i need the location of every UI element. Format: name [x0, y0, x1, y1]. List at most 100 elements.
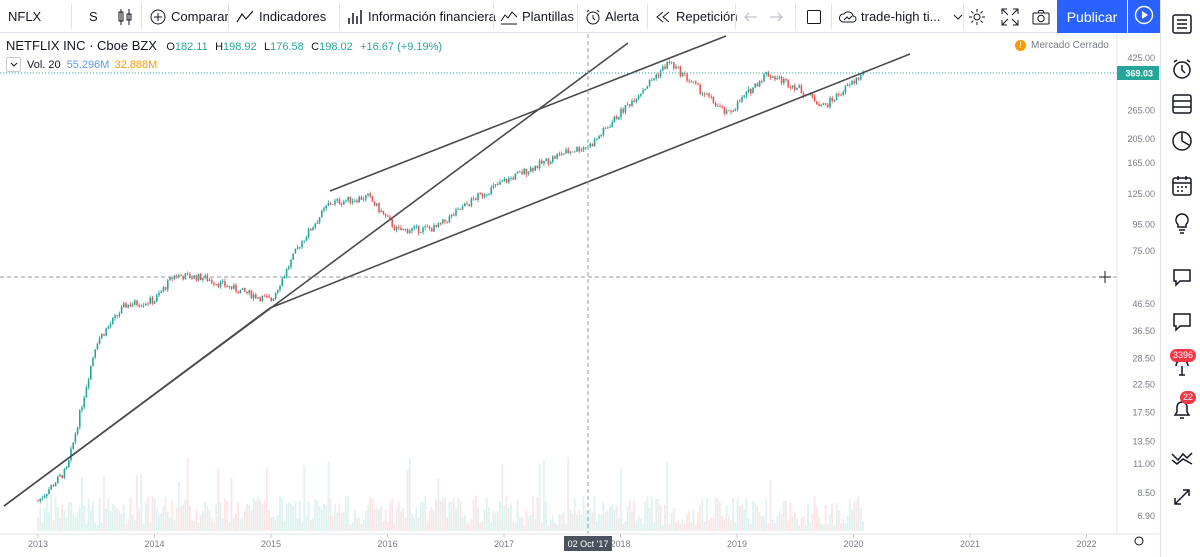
- chevron-down-icon: [953, 14, 963, 20]
- volume-bar: [186, 457, 189, 531]
- layout-selector-button[interactable]: trade-high ti...: [839, 0, 963, 33]
- volume-bar: [254, 501, 257, 531]
- volume-bar: [532, 495, 534, 531]
- candle-body: [244, 287, 246, 292]
- candle-body: [772, 76, 774, 78]
- candle-body: [246, 291, 248, 294]
- calendar-button[interactable]: [1171, 175, 1193, 197]
- candle-body: [789, 86, 792, 88]
- indicators-button[interactable]: Indicadores: [236, 0, 326, 33]
- candle-body: [714, 102, 717, 107]
- volume-bar: [650, 496, 653, 531]
- play-button[interactable]: [1128, 0, 1160, 33]
- undo-button[interactable]: [744, 0, 758, 33]
- volume-bar: [809, 523, 812, 531]
- data-window-button[interactable]: [1171, 93, 1193, 115]
- volume-bar: [118, 509, 121, 531]
- hotlist-button[interactable]: [1171, 130, 1193, 152]
- symbol-search-button[interactable]: NFLX: [8, 0, 41, 33]
- volume-bar: [290, 503, 292, 531]
- volume-bar: [738, 506, 741, 531]
- volume-bar: [840, 523, 842, 531]
- candle-body: [675, 66, 677, 69]
- candle-body: [294, 249, 297, 254]
- compare-button[interactable]: Comparar: [150, 0, 229, 33]
- alert-button[interactable]: Alerta: [585, 0, 639, 33]
- templates-button[interactable]: Plantillas: [500, 0, 574, 33]
- volume-bar: [417, 517, 420, 531]
- volume-bar: [155, 507, 158, 531]
- time-tick-label: 2016: [377, 539, 397, 549]
- candle-body: [101, 333, 103, 339]
- volume-bar: [391, 498, 394, 531]
- fullscreen-button[interactable]: [1001, 0, 1019, 33]
- candle-body: [725, 110, 728, 114]
- hotlist-icon: [1172, 131, 1192, 151]
- volume-bar: [94, 522, 97, 531]
- volume-bar: [472, 500, 475, 531]
- volume-bar: [558, 514, 561, 531]
- chats-button[interactable]: [1171, 266, 1193, 288]
- dom-button[interactable]: [1171, 486, 1193, 508]
- candle-body: [169, 277, 171, 281]
- snapshot-button[interactable]: [1032, 0, 1050, 33]
- volume-value-1: 55.296M: [66, 58, 110, 71]
- volume-bar: [87, 499, 90, 531]
- volume-bar: [721, 516, 724, 531]
- messages-button[interactable]: [1171, 311, 1193, 333]
- candle-body: [281, 278, 283, 287]
- candle-body: [446, 221, 448, 223]
- candle-body: [536, 165, 539, 168]
- candle-body: [186, 273, 189, 275]
- volume-bar: [309, 519, 312, 531]
- ideas-button[interactable]: [1171, 212, 1193, 234]
- candle-body: [466, 203, 468, 205]
- publish-button[interactable]: Publicar: [1057, 0, 1127, 33]
- volume-bar: [615, 505, 618, 531]
- fullscreen-layout-button[interactable]: [806, 0, 822, 33]
- watchlist-button[interactable]: [1171, 13, 1193, 35]
- volume-bar: [371, 498, 374, 531]
- chart-pane[interactable]: 59.1702 Oct '17 425.00365.00265.00205.00…: [0, 34, 1159, 557]
- candle-body: [589, 143, 591, 147]
- clock-button[interactable]: [1171, 58, 1193, 80]
- volume-bar: [149, 522, 152, 531]
- financials-button[interactable]: Información financiera: [347, 0, 496, 33]
- candle-body: [87, 379, 90, 388]
- volume-bar: [103, 475, 105, 531]
- replay-button[interactable]: Repetición: [655, 0, 737, 33]
- order-panel-button[interactable]: [1171, 446, 1193, 468]
- price-chart[interactable]: 59.1702 Oct '17 425.00365.00265.00205.00…: [0, 34, 1159, 557]
- volume-bar: [725, 505, 728, 531]
- interval-button[interactable]: S: [89, 0, 98, 33]
- volume-bar: [76, 511, 79, 531]
- candle-body: [362, 199, 365, 201]
- redo-button[interactable]: [769, 0, 783, 33]
- volume-bar: [221, 518, 224, 531]
- candle-body: [50, 485, 52, 490]
- chart-type-button[interactable]: [117, 0, 133, 33]
- volume-bar: [846, 516, 849, 531]
- volume-bar: [74, 516, 77, 531]
- templates-icon: [500, 9, 518, 25]
- volume-bar: [433, 511, 435, 531]
- volume-bar: [534, 518, 537, 531]
- collapse-legend-button[interactable]: [6, 57, 21, 72]
- volume-bar: [279, 496, 281, 531]
- volume-bar: [831, 503, 834, 531]
- candle-body: [149, 297, 151, 304]
- volume-bar: [378, 509, 380, 531]
- compare-label: Comparar: [171, 9, 229, 24]
- volume-bar: [697, 512, 699, 531]
- volume-bar: [600, 515, 603, 531]
- volume-bar: [699, 504, 702, 531]
- volume-bar: [162, 506, 165, 531]
- volume-bar: [791, 515, 794, 531]
- volume-legend: Vol. 20 55.296M 32.888M: [6, 57, 157, 72]
- candle-body: [347, 196, 349, 201]
- volume-bar: [193, 521, 196, 531]
- volume-bar: [246, 503, 248, 531]
- volume-bar: [723, 519, 726, 531]
- settings-button[interactable]: [968, 0, 986, 33]
- alarm-clock-icon: [1173, 59, 1191, 79]
